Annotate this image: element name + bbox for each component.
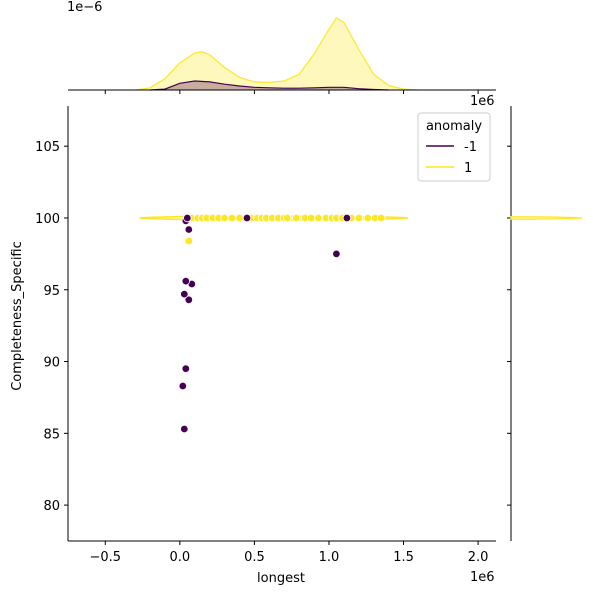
y-tick-label: 95: [43, 284, 60, 299]
marginal-y-density: [507, 106, 583, 541]
x-tick-label: 2.0: [468, 550, 489, 565]
marginal-y-offset-label: 1e6: [470, 94, 495, 109]
y-tick-label: 100: [35, 212, 60, 227]
y-tick-label: 85: [43, 427, 60, 442]
main-scatter-axes: 80 85 90 95 100 105 −0.5 0.0 0.5 1.0 1.5 2.0: [35, 106, 496, 565]
legend-entry-pos: 1: [464, 161, 472, 176]
x-tick-label: −0.5: [89, 550, 121, 565]
point-pos: [377, 213, 386, 223]
marginal-x-fill-1: [135, 18, 419, 90]
x-tick-label: 1.0: [319, 550, 340, 565]
marginal-x-offset-label: 1e−6: [67, 0, 102, 15]
point-pos: [354, 213, 363, 223]
x-tick-label: 0.0: [170, 550, 191, 565]
legend-entry-neg: -1: [464, 140, 477, 155]
legend: anomaly -1 1: [417, 112, 491, 182]
point-pos: [283, 213, 292, 223]
y-tick-label: 80: [43, 499, 60, 514]
point-pos: [227, 213, 237, 223]
marginal-x-density: [68, 17, 496, 94]
marginal-x-curve-1: [135, 17, 419, 91]
point-pos: [363, 213, 372, 223]
legend-frame: [417, 112, 491, 182]
point-neg: [180, 424, 189, 434]
y-tick-label: 90: [43, 356, 60, 371]
point-pos: [220, 213, 229, 223]
point-neg: [332, 249, 341, 259]
point-neg: [181, 276, 190, 286]
point-neg: [180, 289, 189, 299]
y-tick-label: 105: [35, 140, 60, 155]
point-pos: [184, 236, 193, 246]
point-neg: [184, 225, 193, 234]
point-pos: [292, 213, 301, 223]
x-tick-label: 0.5: [244, 550, 265, 565]
legend-title: anomaly: [426, 119, 482, 134]
point-pos: [235, 213, 244, 223]
point-pos: [314, 213, 323, 223]
point-neg: [183, 213, 192, 223]
point-pos: [306, 213, 316, 223]
x-tick-label: 1.5: [393, 550, 414, 565]
point-neg: [178, 381, 187, 391]
x-axis-label: longest: [257, 571, 305, 586]
point-neg: [342, 213, 352, 223]
x-offset-label: 1e6: [470, 570, 495, 585]
marginal-x-curve--1: [149, 80, 389, 91]
point-neg: [242, 213, 252, 223]
point-neg: [181, 364, 190, 373]
marginal-y-curve-1: [510, 216, 583, 220]
point-neg: [184, 295, 193, 304]
y-axis-label: Completeness_Specific: [10, 241, 25, 391]
